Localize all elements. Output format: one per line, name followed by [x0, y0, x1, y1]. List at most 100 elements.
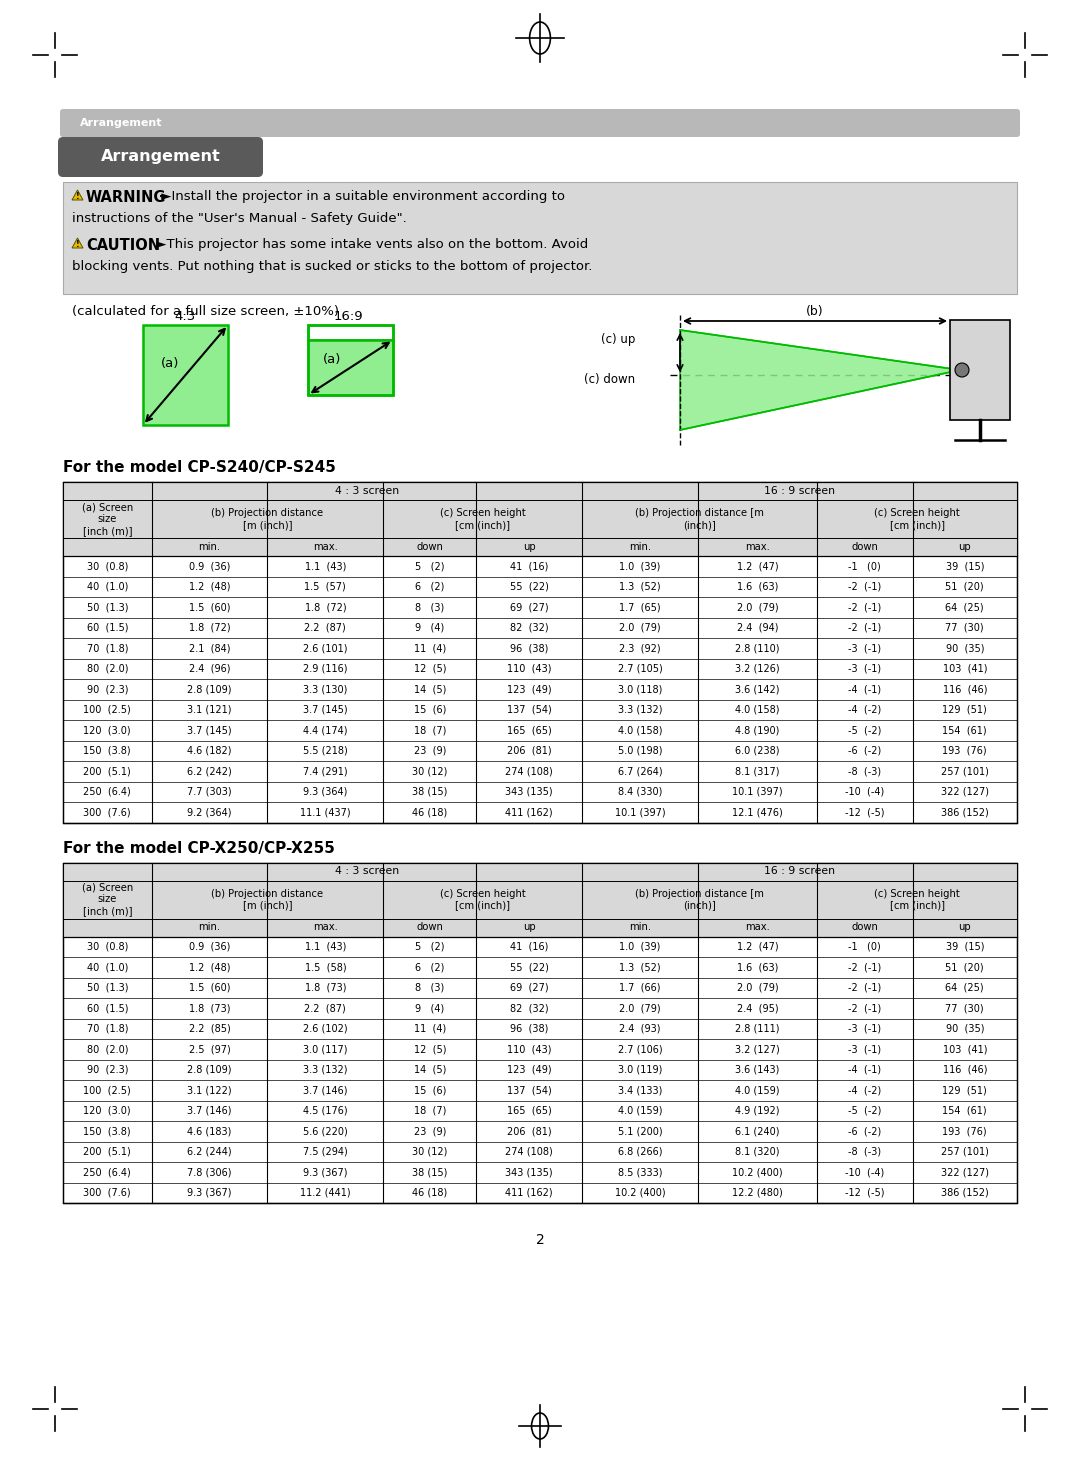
Text: 77  (30): 77 (30) — [945, 622, 984, 632]
Text: 8.1 (317): 8.1 (317) — [735, 766, 780, 776]
Text: 1.6  (63): 1.6 (63) — [737, 581, 779, 591]
Text: 1.8  (73): 1.8 (73) — [305, 982, 346, 993]
Text: 4:3: 4:3 — [174, 310, 195, 324]
Text: (c) Screen height
[cm (inch)]: (c) Screen height [cm (inch)] — [440, 889, 526, 911]
Text: 6   (2): 6 (2) — [415, 581, 445, 591]
Text: 6.1 (240): 6.1 (240) — [735, 1126, 780, 1136]
Text: 10.1 (397): 10.1 (397) — [615, 807, 665, 817]
Text: 6.7 (264): 6.7 (264) — [618, 766, 662, 776]
Text: 4.5 (176): 4.5 (176) — [303, 1105, 348, 1116]
Text: 1.2  (48): 1.2 (48) — [189, 962, 230, 972]
FancyBboxPatch shape — [151, 537, 1017, 556]
Text: 8.5 (333): 8.5 (333) — [618, 1167, 662, 1177]
Text: 150  (3.8): 150 (3.8) — [83, 1126, 131, 1136]
Text: 411 (162): 411 (162) — [505, 807, 553, 817]
Text: 90  (35): 90 (35) — [945, 1023, 984, 1034]
Text: 30  (0.8): 30 (0.8) — [86, 561, 129, 571]
Text: (a) Screen
size
[inch (m)]: (a) Screen size [inch (m)] — [82, 502, 133, 536]
Text: 300  (7.6): 300 (7.6) — [83, 807, 131, 817]
Text: 1.0  (39): 1.0 (39) — [619, 941, 661, 952]
Text: 150  (3.8): 150 (3.8) — [83, 745, 131, 755]
Text: !: ! — [76, 240, 79, 249]
Text: 82  (32): 82 (32) — [510, 622, 549, 632]
Text: 55  (22): 55 (22) — [510, 581, 549, 591]
Text: 9   (4): 9 (4) — [415, 622, 445, 632]
Text: 2.0  (79): 2.0 (79) — [619, 622, 661, 632]
Text: 7.7 (303): 7.7 (303) — [187, 786, 232, 796]
Text: 2.8 (109): 2.8 (109) — [187, 684, 232, 694]
Text: 16:9: 16:9 — [334, 310, 363, 324]
Text: 0.9  (36): 0.9 (36) — [189, 941, 230, 952]
Text: -2  (-1): -2 (-1) — [848, 982, 881, 993]
Text: 1.5  (60): 1.5 (60) — [189, 982, 230, 993]
Text: -3  (-1): -3 (-1) — [848, 1023, 881, 1034]
Text: -2  (-1): -2 (-1) — [848, 622, 881, 632]
Text: 193  (76): 193 (76) — [943, 745, 987, 755]
Text: 100  (2.5): 100 (2.5) — [83, 704, 131, 714]
Text: 11  (4): 11 (4) — [414, 1023, 446, 1034]
Text: 4.0 (159): 4.0 (159) — [618, 1105, 662, 1116]
Text: max.: max. — [313, 542, 338, 552]
Text: 1.7  (66): 1.7 (66) — [619, 982, 661, 993]
Text: 2.7 (106): 2.7 (106) — [618, 1044, 662, 1054]
FancyBboxPatch shape — [151, 918, 1017, 937]
FancyBboxPatch shape — [63, 482, 151, 556]
Text: -8  (-3): -8 (-3) — [848, 766, 881, 776]
Text: -4  (-2): -4 (-2) — [848, 704, 881, 714]
Text: -8  (-3): -8 (-3) — [848, 1146, 881, 1157]
Text: 55  (22): 55 (22) — [510, 962, 549, 972]
Text: 5   (2): 5 (2) — [415, 561, 445, 571]
Text: -5  (-2): -5 (-2) — [848, 725, 881, 735]
Text: 110  (43): 110 (43) — [507, 1044, 552, 1054]
Text: 322 (127): 322 (127) — [941, 786, 989, 796]
Text: (b) Projection distance [m
(inch)]: (b) Projection distance [m (inch)] — [635, 889, 764, 911]
Text: 137  (54): 137 (54) — [507, 1085, 552, 1095]
Text: 1.3  (52): 1.3 (52) — [619, 962, 661, 972]
Text: 80  (2.0): 80 (2.0) — [86, 663, 129, 673]
Text: -12  (-5): -12 (-5) — [845, 807, 885, 817]
Text: 14  (5): 14 (5) — [414, 684, 446, 694]
Text: 10.2 (400): 10.2 (400) — [732, 1167, 783, 1177]
Text: 129  (51): 129 (51) — [943, 704, 987, 714]
Text: (c) Screen height
[cm (inch)]: (c) Screen height [cm (inch)] — [874, 508, 960, 530]
Text: 2.2  (85): 2.2 (85) — [189, 1023, 230, 1034]
Text: 6   (2): 6 (2) — [415, 962, 445, 972]
Text: min.: min. — [199, 542, 220, 552]
Text: 300  (7.6): 300 (7.6) — [83, 1187, 131, 1198]
FancyBboxPatch shape — [143, 325, 228, 425]
Text: min.: min. — [199, 922, 220, 933]
FancyBboxPatch shape — [63, 880, 1017, 918]
Text: 2.4  (93): 2.4 (93) — [619, 1023, 661, 1034]
Text: 2.4  (94): 2.4 (94) — [737, 622, 779, 632]
Text: 39  (15): 39 (15) — [945, 561, 984, 571]
Text: 90  (35): 90 (35) — [945, 643, 984, 653]
Text: 165  (65): 165 (65) — [507, 1105, 552, 1116]
Text: 1.8  (73): 1.8 (73) — [189, 1003, 230, 1013]
Text: 2.8 (110): 2.8 (110) — [735, 643, 780, 653]
Text: -4  (-2): -4 (-2) — [848, 1085, 881, 1095]
Text: For the model CP-S240/CP-S245: For the model CP-S240/CP-S245 — [63, 460, 336, 474]
Text: 1.0  (39): 1.0 (39) — [619, 561, 661, 571]
Text: 120  (3.0): 120 (3.0) — [83, 725, 131, 735]
Text: 5.5 (218): 5.5 (218) — [303, 745, 348, 755]
Text: 2.9 (116): 2.9 (116) — [303, 663, 348, 673]
Text: 39  (15): 39 (15) — [945, 941, 984, 952]
Text: 10.1 (397): 10.1 (397) — [732, 786, 783, 796]
Text: 9.3 (367): 9.3 (367) — [187, 1187, 232, 1198]
Text: 8   (3): 8 (3) — [415, 982, 445, 993]
Text: 38 (15): 38 (15) — [413, 1167, 447, 1177]
Text: -1   (0): -1 (0) — [849, 561, 881, 571]
Text: 64  (25): 64 (25) — [945, 602, 984, 612]
Text: 4.4 (174): 4.4 (174) — [303, 725, 348, 735]
Text: 77  (30): 77 (30) — [945, 1003, 984, 1013]
Text: -1   (0): -1 (0) — [849, 941, 881, 952]
Text: 4.9 (192): 4.9 (192) — [735, 1105, 780, 1116]
Text: up: up — [958, 542, 971, 552]
Text: max.: max. — [313, 922, 338, 933]
Text: 386 (152): 386 (152) — [941, 1187, 988, 1198]
Text: 4.0 (158): 4.0 (158) — [618, 725, 662, 735]
Text: 8   (3): 8 (3) — [415, 602, 445, 612]
Text: 12  (5): 12 (5) — [414, 663, 446, 673]
Text: up: up — [523, 542, 536, 552]
Polygon shape — [72, 190, 83, 201]
